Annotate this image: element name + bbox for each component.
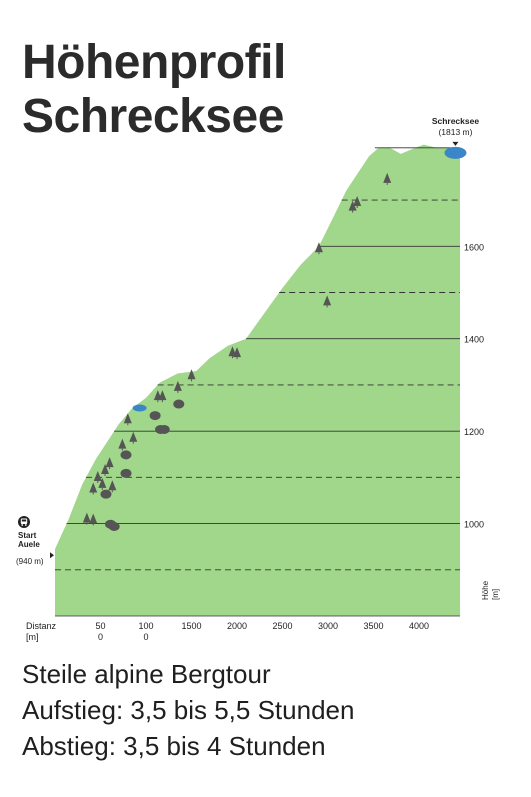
deciduous-tree-icon (120, 450, 132, 460)
bus-icon-wheel (24, 524, 27, 526)
x-tick-label: 50 (95, 621, 105, 631)
conifer-tree-icon (89, 513, 98, 524)
schrecksee-lake-icon (444, 146, 467, 159)
terrain-area (55, 144, 460, 616)
x-tick-label: 0 (98, 632, 103, 642)
x-tick-label: 100 (138, 621, 153, 631)
conifer-tree-icon (98, 477, 107, 488)
small-lake-icon (132, 404, 147, 412)
conifer-tree-icon (118, 438, 127, 449)
deciduous-tree-icon (173, 399, 185, 409)
x-tick-label: 2500 (273, 621, 293, 631)
conifer-tree-icon (173, 380, 182, 391)
conifer-tree-icon (123, 413, 132, 424)
conifer-tree-icon (233, 347, 242, 358)
deciduous-tree-icon (108, 522, 120, 532)
title-line-2: Schrecksee (22, 90, 284, 143)
destination-elevation: (1813 m) (438, 127, 472, 137)
ascent-time: Aufstieg: 3,5 bis 5,5 Stunden (22, 695, 355, 725)
conifer-tree-icon (82, 512, 91, 523)
x-tick-label: 4000 (409, 621, 429, 631)
y-axis-label-line: [m] (491, 589, 500, 600)
y-axis-label: Höhe[m] (481, 580, 500, 600)
bus-icon-wheel (21, 524, 24, 526)
destination-marker-icon (452, 141, 459, 146)
x-tick-label: 2000 (227, 621, 247, 631)
conifer-tree-icon (383, 172, 392, 183)
title-line-1: Höhenprofil (22, 36, 286, 89)
deciduous-tree-icon (149, 411, 161, 421)
y-tick-label: 1000 (464, 520, 484, 530)
bus-icon-window (21, 519, 27, 522)
tour-difficulty: Steile alpine Bergtour (22, 659, 271, 689)
conifer-tree-icon (158, 390, 167, 401)
y-tick-label: 1600 (464, 242, 484, 252)
conifer-tree-icon (108, 480, 117, 491)
conifer-tree-icon (353, 196, 362, 207)
conifer-tree-icon (93, 470, 102, 481)
conifer-tree-icon (323, 295, 332, 306)
conifer-tree-icon (129, 431, 138, 442)
y-axis-label-line: Höhe (481, 580, 490, 600)
conifer-tree-icon (101, 464, 110, 475)
conifer-tree-icon (314, 242, 323, 253)
conifer-tree-icon (187, 369, 196, 380)
start-marker-icon (50, 552, 54, 559)
x-tick-label: 3500 (364, 621, 384, 631)
tour-info: Steile alpine Bergtour Aufstieg: 3,5 bis… (22, 656, 354, 764)
conifer-tree-icon (89, 482, 98, 493)
descent-time: Abstieg: 3,5 bis 4 Stunden (22, 731, 326, 761)
y-tick-label: 1200 (464, 427, 484, 437)
x-axis-label: Distanz (26, 621, 57, 631)
conifer-tree-icon (105, 457, 114, 468)
deciduous-tree-icon (158, 424, 170, 434)
y-tick-label: 1400 (464, 335, 484, 345)
x-tick-label: 1500 (182, 621, 202, 631)
start-label: Auele (18, 540, 40, 549)
page-title: Höhenprofil Schrecksee (22, 36, 286, 144)
bus-icon (18, 516, 30, 528)
x-axis-label: [m] (26, 632, 39, 642)
conifer-tree-icon (348, 200, 357, 211)
start-elevation: (940 m) (16, 557, 44, 566)
deciduous-tree-icon (120, 468, 132, 478)
x-tick-label: 3000 (318, 621, 338, 631)
destination-name: Schrecksee (432, 116, 480, 126)
x-tick-label: 0 (144, 632, 149, 642)
start-label: Start (18, 531, 37, 540)
deciduous-tree-icon (100, 489, 112, 499)
